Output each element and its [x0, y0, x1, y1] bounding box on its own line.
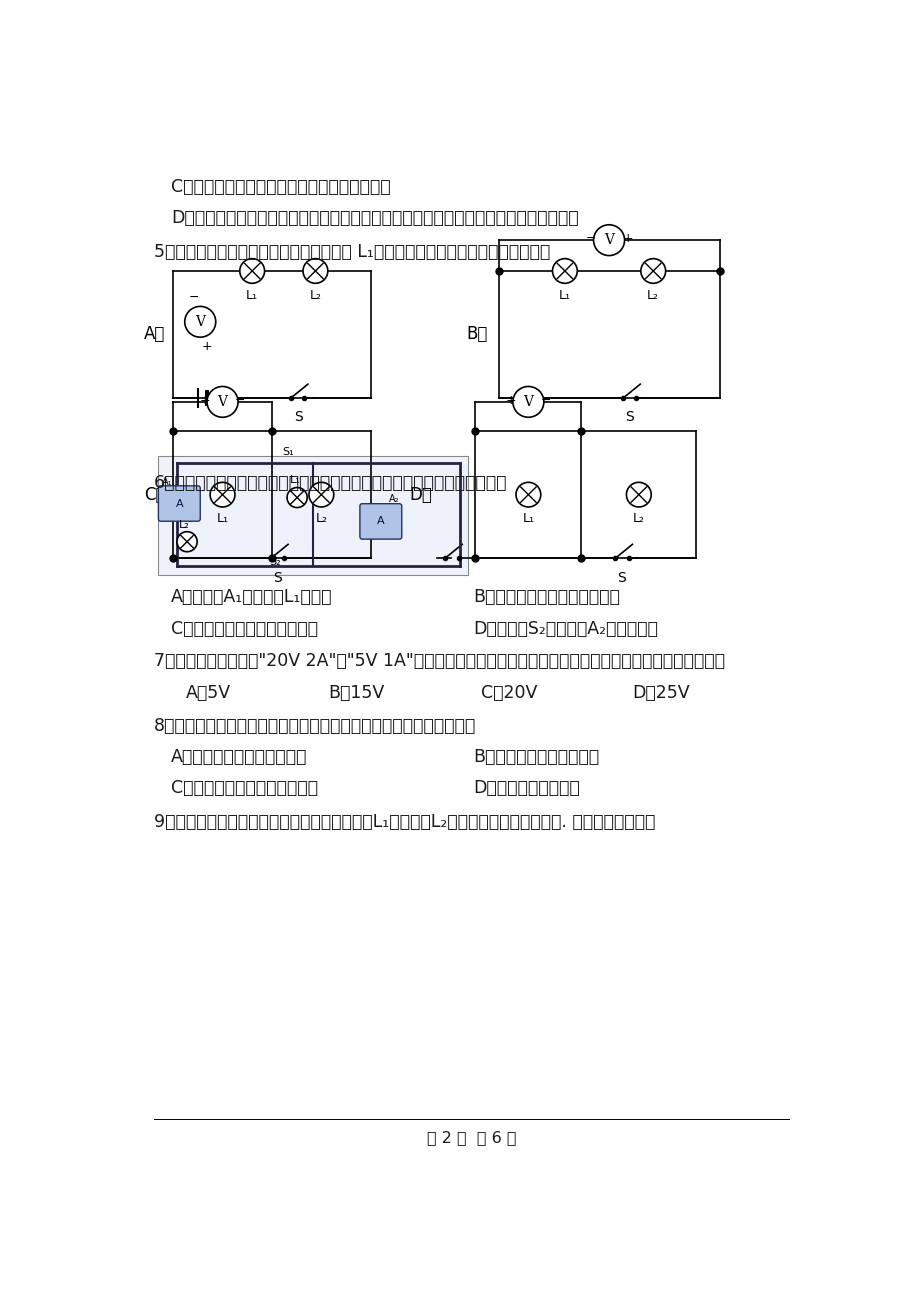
- Text: L₂: L₂: [647, 289, 659, 302]
- Circle shape: [552, 259, 576, 284]
- Text: D．并联用电器越多，各支路两端电压越小，说明并联电路电压与并联用电器数量成反比: D．并联用电器越多，各支路两端电压越小，说明并联电路电压与并联用电器数量成反比: [171, 208, 578, 227]
- Text: L₂: L₂: [632, 513, 644, 526]
- Text: 第 2 页  共 6 页: 第 2 页 共 6 页: [426, 1130, 516, 1144]
- Text: A: A: [176, 499, 183, 509]
- Text: A．通过两灯的电流一定相等: A．通过两灯的电流一定相等: [171, 747, 307, 766]
- Text: A: A: [377, 517, 384, 526]
- Circle shape: [626, 482, 651, 506]
- Circle shape: [210, 482, 234, 506]
- Circle shape: [309, 482, 334, 506]
- Text: A．电流表A₁测通过灯L₁的电流: A．电流表A₁测通过灯L₁的电流: [171, 587, 332, 605]
- Text: 5．在下面所示的电路图中，用电压表测量 L₁灯两端的电压，其中正确的是（　　）: 5．在下面所示的电路图中，用电压表测量 L₁灯两端的电压，其中正确的是（ ）: [153, 242, 550, 260]
- Text: B．通过两灯的电流不相等: B．通过两灯的电流不相等: [472, 747, 598, 766]
- Text: L₁: L₁: [216, 513, 228, 526]
- Text: C．: C．: [143, 486, 165, 504]
- Text: A₂: A₂: [388, 495, 399, 504]
- Text: S: S: [617, 570, 625, 585]
- Text: +: +: [621, 232, 632, 245]
- Text: L₁: L₁: [558, 289, 571, 302]
- Text: L₁: L₁: [246, 289, 258, 302]
- Text: +: +: [199, 393, 210, 406]
- Circle shape: [287, 487, 307, 508]
- Text: A．: A．: [143, 326, 165, 344]
- Text: L₂: L₂: [315, 513, 327, 526]
- FancyBboxPatch shape: [158, 486, 200, 521]
- Text: V: V: [217, 395, 227, 409]
- Circle shape: [512, 387, 543, 417]
- Text: L₂: L₂: [309, 289, 321, 302]
- Text: +: +: [201, 340, 211, 353]
- Text: B．: B．: [466, 326, 487, 344]
- Text: 9．如图所示的电路中，当开关闭合时，发现灯L₁不亮，灯L₂发光，电压表的读数为零. 下列几种故障中，: 9．如图所示的电路中，当开关闭合时，发现灯L₁不亮，灯L₂发光，电压表的读数为零…: [153, 812, 654, 831]
- Text: D．: D．: [409, 486, 432, 504]
- Text: L₁: L₁: [522, 513, 534, 526]
- Text: S₂: S₂: [269, 557, 281, 568]
- Text: +: +: [505, 393, 516, 406]
- Circle shape: [240, 259, 265, 284]
- Text: −: −: [584, 232, 596, 245]
- Text: L₁: L₁: [289, 475, 300, 486]
- Text: C．两灯两端的电压一定不相等: C．两灯两端的电压一定不相等: [171, 779, 317, 797]
- Text: −: −: [235, 393, 245, 406]
- Circle shape: [302, 259, 327, 284]
- Text: C．如果用电器两端电压相等，它们一定是并联: C．如果用电器两端电压相等，它们一定是并联: [171, 178, 390, 197]
- Text: L₂: L₂: [179, 521, 190, 530]
- Text: V: V: [195, 315, 205, 329]
- Text: V: V: [604, 233, 613, 247]
- Text: S: S: [624, 410, 633, 424]
- Text: 6．如图所示电路，闭合开关后两灯均正常发光，下列判断正确的是（　　）: 6．如图所示电路，闭合开关后两灯均正常发光，下列判断正确的是（ ）: [153, 474, 506, 492]
- Circle shape: [176, 531, 197, 552]
- Text: S: S: [294, 410, 302, 424]
- Circle shape: [207, 387, 238, 417]
- Text: B．15V: B．15V: [328, 684, 384, 702]
- Text: A₁: A₁: [162, 477, 173, 487]
- Text: D．两灯亮度一定相同: D．两灯亮度一定相同: [472, 779, 579, 797]
- Text: D．仅断开S₂，电流表A₂的示数不变: D．仅断开S₂，电流表A₂的示数不变: [472, 620, 657, 638]
- Text: D．25V: D．25V: [632, 684, 689, 702]
- Circle shape: [641, 259, 665, 284]
- Text: B．两电流表的示数一定不相同: B．两电流表的示数一定不相同: [472, 587, 619, 605]
- Text: S: S: [273, 570, 281, 585]
- Text: C．两灯的两端电压一定不相同: C．两灯的两端电压一定不相同: [171, 620, 317, 638]
- Text: C．20V: C．20V: [481, 684, 537, 702]
- Text: −: −: [188, 292, 199, 305]
- Text: 7．两只电阻分别标有"20V 2A"和"5V 1A"字样，若将它们并联接入电路，则该电路电源电压最大应为（　　）: 7．两只电阻分别标有"20V 2A"和"5V 1A"字样，若将它们并联接入电路，…: [153, 652, 724, 671]
- Text: −: −: [540, 393, 550, 406]
- Circle shape: [593, 225, 624, 255]
- Circle shape: [516, 482, 540, 506]
- FancyBboxPatch shape: [157, 456, 467, 575]
- FancyBboxPatch shape: [359, 504, 402, 539]
- Circle shape: [185, 306, 216, 337]
- Text: A．5V: A．5V: [186, 684, 232, 702]
- Text: S₁: S₁: [282, 448, 293, 457]
- Text: 8．某电路中只有两只灯泡，串联时均正常发光，则正确的是（　　）: 8．某电路中只有两只灯泡，串联时均正常发光，则正确的是（ ）: [153, 717, 475, 736]
- Text: V: V: [523, 395, 533, 409]
